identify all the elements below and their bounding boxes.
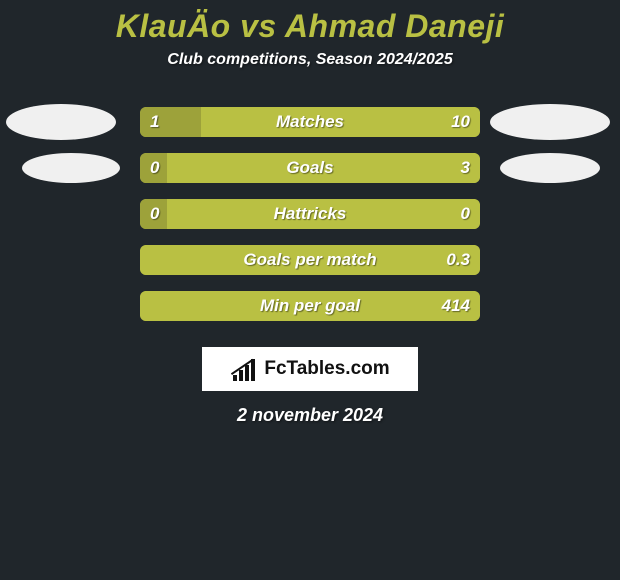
player-right-badge [500, 153, 600, 183]
player-left-badge [22, 153, 120, 183]
stat-bar: 0.3Goals per match [140, 245, 480, 275]
subtitle: Club competitions, Season 2024/2025 [0, 51, 620, 69]
stat-bar: 03Goals [140, 153, 480, 183]
stat-bar-right [167, 199, 480, 229]
page-title: KlauÄo vs Ahmad Daneji [0, 0, 620, 45]
date-label: 2 november 2024 [0, 405, 620, 426]
stat-value-right: 10 [451, 112, 470, 132]
stat-value-right: 0 [461, 204, 470, 224]
stat-bar-right [140, 291, 480, 321]
stat-bar: 414Min per goal [140, 291, 480, 321]
stat-row: 03Goals [0, 145, 620, 191]
player-left-badge [6, 104, 116, 140]
stat-bar-right [167, 153, 480, 183]
stat-bar-right [140, 245, 480, 275]
stat-value-left: 0 [150, 204, 159, 224]
stat-value-right: 3 [461, 158, 470, 178]
stat-row: 110Matches [0, 99, 620, 145]
stat-value-left: 1 [150, 112, 159, 132]
stat-value-left: 0 [150, 158, 159, 178]
stat-value-right: 414 [442, 296, 470, 316]
comparison-canvas: KlauÄo vs Ahmad Daneji Club competitions… [0, 0, 620, 580]
stat-row: 00Hattricks [0, 191, 620, 237]
stat-bar-right [201, 107, 480, 137]
stat-row: 414Min per goal [0, 283, 620, 329]
stat-bar: 00Hattricks [140, 199, 480, 229]
player-right-badge [490, 104, 610, 140]
logo-text: FcTables.com [264, 358, 389, 380]
bars-area: 110Matches03Goals00Hattricks0.3Goals per… [0, 99, 620, 329]
stat-bar: 110Matches [140, 107, 480, 137]
logo-box: FcTables.com [202, 347, 418, 391]
stat-row: 0.3Goals per match [0, 237, 620, 283]
stat-value-right: 0.3 [446, 250, 470, 270]
logo-chart-icon [230, 357, 258, 381]
